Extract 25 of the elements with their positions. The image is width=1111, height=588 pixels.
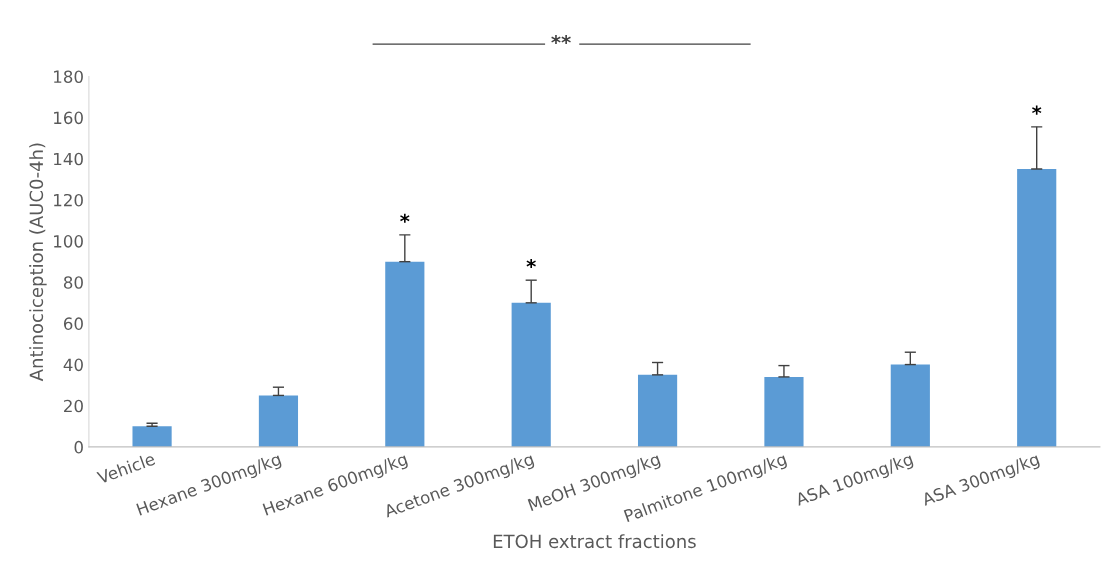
y-tick-label: 160 — [54, 111, 83, 125]
bar — [637, 374, 678, 447]
y-axis-title: Antinociception (AUC0-4h) — [29, 143, 47, 382]
y-tick-label: 40 — [63, 358, 83, 372]
bar — [258, 395, 299, 447]
annotation: * — [400, 213, 410, 223]
y-tick-label: 20 — [64, 399, 83, 413]
text: ** — [551, 35, 571, 45]
y-tick-label: 140 — [54, 152, 83, 166]
bar — [132, 426, 172, 447]
y-tick-label: 0 — [74, 440, 83, 454]
y-tick-label: 180 — [54, 70, 83, 84]
bar — [511, 302, 551, 447]
annotation: * — [526, 258, 536, 268]
y-tick-label: 60 — [63, 317, 83, 330]
bar — [890, 364, 930, 447]
y-tick-label: 80 — [63, 276, 83, 289]
bar — [385, 261, 425, 447]
x-tick-label: Vehicle — [96, 452, 156, 485]
bar — [1017, 169, 1057, 447]
x-axis-title: ETOH extract fractions — [493, 534, 696, 549]
annotation: * — [1032, 105, 1042, 115]
y-tick-label: 100 — [54, 235, 83, 248]
bar — [764, 376, 804, 447]
y-tick-label: 120 — [54, 193, 83, 207]
